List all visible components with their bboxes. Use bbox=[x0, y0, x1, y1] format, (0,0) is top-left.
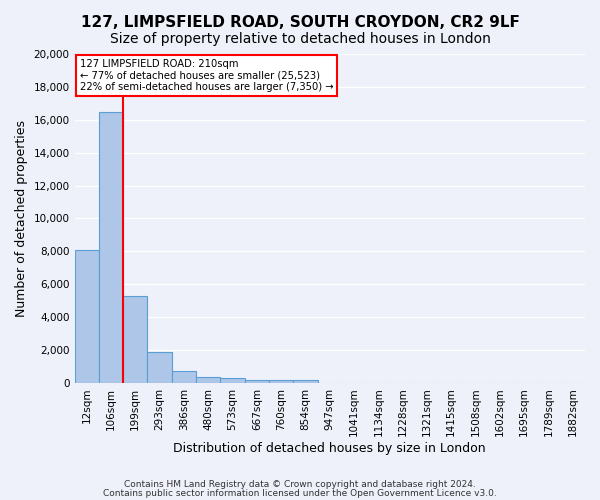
Text: Contains HM Land Registry data © Crown copyright and database right 2024.: Contains HM Land Registry data © Crown c… bbox=[124, 480, 476, 489]
Bar bbox=[123, 296, 148, 383]
Bar bbox=[269, 380, 293, 383]
Text: Contains public sector information licensed under the Open Government Licence v3: Contains public sector information licen… bbox=[103, 488, 497, 498]
Bar bbox=[293, 380, 317, 383]
Bar bbox=[196, 376, 220, 383]
Bar bbox=[148, 352, 172, 383]
Bar bbox=[99, 112, 123, 383]
Bar bbox=[245, 380, 269, 383]
Y-axis label: Number of detached properties: Number of detached properties bbox=[15, 120, 28, 317]
Text: Size of property relative to detached houses in London: Size of property relative to detached ho… bbox=[110, 32, 490, 46]
X-axis label: Distribution of detached houses by size in London: Distribution of detached houses by size … bbox=[173, 442, 486, 455]
Text: 127, LIMPSFIELD ROAD, SOUTH CROYDON, CR2 9LF: 127, LIMPSFIELD ROAD, SOUTH CROYDON, CR2… bbox=[80, 15, 520, 30]
Bar bbox=[74, 250, 99, 383]
Bar bbox=[172, 372, 196, 383]
Text: 127 LIMPSFIELD ROAD: 210sqm
← 77% of detached houses are smaller (25,523)
22% of: 127 LIMPSFIELD ROAD: 210sqm ← 77% of det… bbox=[80, 59, 333, 92]
Bar bbox=[220, 378, 245, 383]
